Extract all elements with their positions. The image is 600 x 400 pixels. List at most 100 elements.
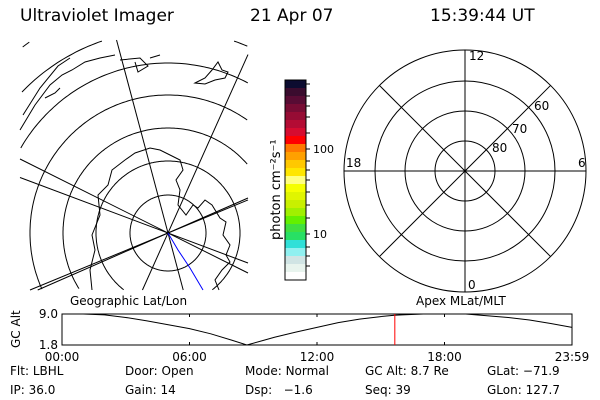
latitude-circle (95, 160, 241, 291)
colorbar-swatch (285, 248, 306, 257)
info-value: Normal (285, 364, 329, 378)
mlt-label-6: 6 (578, 156, 586, 170)
colorbar-swatch (285, 136, 306, 145)
altitude-line (62, 313, 573, 346)
info-value: −1.6 (275, 383, 313, 397)
colorbar-swatch (285, 144, 306, 153)
colorbar-swatch (285, 152, 306, 161)
x-tick-label: 12:00 (300, 350, 335, 364)
x-tick-label: 00:00 (45, 350, 80, 364)
altitude-chart: 00:00 06:00 12:00 18:00 23:59 9.0 1.8 GC Alt (9, 307, 589, 364)
colorbar-swatch (285, 176, 306, 185)
info-mode: Mode: Normal (245, 364, 329, 378)
colorbar-swatch (285, 208, 306, 217)
y-axis-label: GC Alt (9, 310, 23, 348)
meridian-line (19, 158, 249, 274)
mlat-label-60: 60 (534, 99, 549, 113)
info-value: 8.7 Re (410, 364, 449, 378)
latitude-circle (20, 62, 249, 149)
colorbar-swatch (285, 120, 306, 129)
info-label: Dsp: (245, 383, 273, 397)
latitude-circle (21, 40, 248, 93)
colorbar-swatch (285, 192, 306, 201)
colorbar-swatch (285, 168, 306, 177)
mlt-label-18: 18 (346, 156, 361, 170)
info-gcalt: GC Alt: 8.7 Re (365, 364, 449, 378)
colorbar-swatch (285, 224, 306, 233)
info-label: GC Alt: (365, 364, 407, 378)
x-tick-label: 18:00 (427, 350, 462, 364)
colorbar-swatch (285, 272, 306, 281)
coastline-australia (19, 54, 161, 131)
colorbar-swatch (285, 200, 306, 209)
colorbar-swatch (285, 264, 306, 273)
info-value: 127.7 (525, 383, 560, 397)
info-label: Seq: (365, 383, 392, 397)
mlat-label-70: 70 (512, 122, 527, 136)
colorbar-swatch (285, 256, 306, 265)
meridian-line (37, 197, 249, 291)
colorbar-label: photon cm⁻²s⁻¹ (269, 139, 284, 240)
info-label: Mode: (245, 364, 282, 378)
mlat-mlt-polar-grid (343, 49, 587, 293)
colorbar-swatch (285, 88, 306, 97)
info-flt: Flt: LBHL (10, 364, 63, 378)
colorbar-swatch (285, 240, 306, 249)
info-label: IP: (10, 383, 25, 397)
geographic-map (19, 39, 249, 291)
coastline-new-zealand (193, 61, 229, 85)
info-label: Door: (125, 364, 158, 378)
info-dsp: Dsp: −1.6 (245, 383, 313, 397)
info-seq: Seq: 39 (365, 383, 411, 397)
left-panel-label: Geographic Lat/Lon (70, 294, 188, 308)
mlat-label-80: 80 (492, 141, 507, 155)
colorbar-swatch (285, 96, 306, 105)
meridian-line (19, 177, 249, 264)
latitude-circle (22, 41, 30, 48)
y-tick-label: 9.0 (39, 307, 58, 321)
colorbar-swatch (285, 184, 306, 193)
colorbar-swatch (285, 232, 306, 241)
colorbar-swatch (285, 80, 306, 89)
colorbar-swatch (285, 160, 306, 169)
info-label: GLon: (487, 383, 522, 397)
info-label: Gain: (125, 383, 157, 397)
info-label: Flt: (10, 364, 29, 378)
mlt-line (379, 85, 551, 257)
info-value: LBHL (32, 364, 64, 378)
x-tick-label: 06:00 (172, 350, 207, 364)
colorbar (284, 79, 310, 281)
mlt-label-12: 12 (469, 49, 484, 63)
instrument-title: Ultraviolet Imager (20, 6, 174, 26)
colorbar-swatch (285, 104, 306, 113)
y-tick-label: 1.8 (39, 338, 58, 352)
colorbar-swatch (285, 216, 306, 225)
colorbar-tick-10: 10 (313, 228, 327, 241)
info-value: Open (161, 364, 194, 378)
info-door: Door: Open (125, 364, 194, 378)
satellite-track (167, 232, 204, 291)
right-panel-label: Apex MLat/MLT (416, 294, 506, 308)
info-value: 14 (160, 383, 176, 397)
info-value: 36.0 (28, 383, 56, 397)
info-gain: Gain: 14 (125, 383, 176, 397)
chart-frame (61, 313, 573, 346)
coastline-antarctica (89, 147, 231, 291)
colorbar-tick-100: 100 (313, 143, 334, 156)
info-ip: IP: 36.0 (10, 383, 55, 397)
x-tick-label: 23:59 (555, 350, 590, 364)
meridian-line (116, 39, 184, 291)
info-value: −71.9 (522, 364, 560, 378)
colorbar-swatch (285, 112, 306, 121)
date-label: 21 Apr 07 (250, 6, 334, 26)
info-glat: GLat: −71.9 (487, 364, 560, 378)
latitude-circle (62, 127, 248, 289)
latitude-circle (129, 194, 207, 272)
info-label: GLat: (487, 364, 520, 378)
mlt-label-0: 0 (468, 278, 476, 292)
meridian-line (29, 199, 249, 291)
colorbar-swatch (285, 128, 306, 137)
latitude-circle (29, 94, 248, 290)
